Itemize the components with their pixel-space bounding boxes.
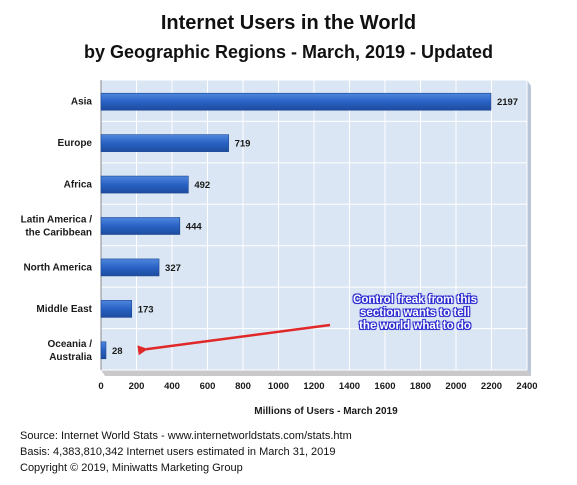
bar xyxy=(100,258,160,277)
value-label: 173 xyxy=(138,304,154,315)
chart-title: Internet Users in the World xyxy=(160,12,417,34)
x-tick-label: 200 xyxy=(129,381,145,392)
category-label: Australia xyxy=(49,352,92,363)
category-label: Oceania / xyxy=(48,339,93,350)
bar xyxy=(100,134,229,152)
category-label: Latin America / xyxy=(21,215,93,226)
value-label: 492 xyxy=(194,180,210,191)
x-tick-label: 2200 xyxy=(481,381,502,392)
annotation-line: Control freak from this xyxy=(353,294,477,306)
value-label: 719 xyxy=(235,139,251,150)
plot-floor xyxy=(101,370,531,376)
bar xyxy=(100,175,189,194)
chart-subtitle: by Geographic Regions - March, 2019 - Up… xyxy=(83,42,494,62)
category-label: the Caribbean xyxy=(25,228,92,239)
x-tick-label: 600 xyxy=(200,381,216,392)
annotation-callout: Control freak from this section wants to… xyxy=(330,294,500,333)
category-label: Asia xyxy=(71,97,93,108)
x-tick-label: 0 xyxy=(98,381,103,392)
x-tick-label: 1200 xyxy=(303,381,324,392)
value-label: 327 xyxy=(165,263,181,274)
plot-side-wall xyxy=(527,80,531,376)
footer-copyright: Copyright © 2019, Miniwatts Marketing Gr… xyxy=(20,462,243,474)
x-tick-label: 1800 xyxy=(410,381,431,392)
footer-source: Source: Internet World Stats - www.inter… xyxy=(20,430,352,442)
category-label: Europe xyxy=(58,138,93,149)
bar xyxy=(100,341,107,360)
category-label: North America xyxy=(23,262,92,273)
x-tick-label: 800 xyxy=(235,381,251,392)
x-tick-label: 1400 xyxy=(339,381,360,392)
bar xyxy=(100,92,492,111)
category-label: Middle East xyxy=(36,304,92,315)
annotation-line: section wants to tell xyxy=(360,307,470,319)
bar xyxy=(100,217,181,235)
x-tick-label: 2000 xyxy=(445,381,466,392)
value-label: 2197 xyxy=(497,97,518,108)
bar xyxy=(100,300,133,318)
x-tick-label: 1600 xyxy=(374,381,395,392)
x-tick-label: 2400 xyxy=(516,381,537,392)
annotation-arrow xyxy=(137,323,331,356)
annotation-line: the world what to do xyxy=(359,320,471,332)
x-tick-label: 1000 xyxy=(268,381,289,392)
category-label: Africa xyxy=(64,180,93,191)
x-axis-label: Millions of Users - March 2019 xyxy=(254,406,398,417)
x-tick-label: 400 xyxy=(164,381,180,392)
value-label: 28 xyxy=(112,346,123,357)
footer-basis: Basis: 4,383,810,342 Internet users esti… xyxy=(20,446,336,458)
value-label: 444 xyxy=(186,222,203,233)
